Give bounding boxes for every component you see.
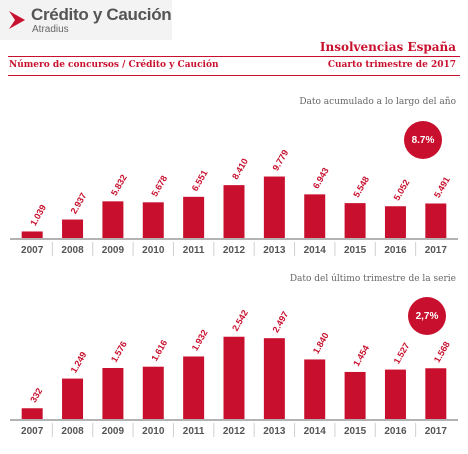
chart2-category-label: 2009 bbox=[102, 426, 125, 437]
title-rule bbox=[8, 56, 460, 57]
chart1-category-label: 2009 bbox=[102, 245, 125, 256]
chart1-bar-2017 bbox=[425, 203, 447, 238]
chart1-bar-2007 bbox=[21, 231, 43, 238]
chart2-growth-badge: 2,7% bbox=[408, 297, 446, 335]
chart2-bar-2017 bbox=[425, 368, 447, 419]
chart1-bar-2008 bbox=[62, 219, 84, 238]
chart1-category-label: 2014 bbox=[304, 245, 327, 256]
chart2-bar-2012 bbox=[223, 336, 245, 419]
chart1-bar-2014 bbox=[304, 194, 326, 238]
brand-logo-icon bbox=[9, 11, 25, 29]
chart1-category-label: 2008 bbox=[61, 245, 84, 256]
chart2-category-label: 2007 bbox=[21, 426, 44, 437]
chart2-category-label: 2013 bbox=[263, 426, 286, 437]
chart1-bar-2016 bbox=[384, 206, 406, 238]
chart1-category-label: 2015 bbox=[344, 245, 367, 256]
chart2-category-label: 2014 bbox=[304, 426, 327, 437]
chart2-category-label: 2010 bbox=[142, 426, 165, 437]
chart2-value-label: 1.454 bbox=[351, 343, 371, 368]
chart2-category-label: 2012 bbox=[223, 426, 246, 437]
chart1-category-label: 2013 bbox=[263, 245, 286, 256]
subtitle-period: Cuarto trimestre de 2017 bbox=[327, 60, 456, 70]
chart1-category-label: 2012 bbox=[223, 245, 246, 256]
chart1-title: Dato acumulado a lo largo del año bbox=[299, 97, 456, 107]
brand-name: Crédito y Caución bbox=[31, 5, 172, 24]
chart2-value-label: 1.568 bbox=[432, 340, 452, 365]
chart2-value-label: 1.576 bbox=[109, 339, 129, 364]
chart2-bar-2014 bbox=[304, 359, 326, 419]
chart1-bar-2012 bbox=[223, 185, 245, 238]
chart2-category-label: 2011 bbox=[183, 426, 205, 437]
chart2-bar-2011 bbox=[183, 356, 205, 419]
chart1-growth-badge: 8.7% bbox=[404, 121, 442, 159]
chart2-value-label: 1.527 bbox=[392, 341, 412, 366]
chart1-category-label: 2010 bbox=[142, 245, 165, 256]
chart1-bar-chart: 1.03920072.93720085.83220095.67820106.55… bbox=[10, 148, 458, 256]
chart1-bar-2015 bbox=[344, 203, 366, 238]
chart2-bar-2016 bbox=[384, 369, 406, 419]
chart2-value-label: 2.497 bbox=[270, 310, 290, 335]
report-title: Insolvencias España bbox=[319, 40, 456, 54]
chart2-bar-2009 bbox=[102, 367, 124, 419]
chart2-bar-2013 bbox=[263, 338, 285, 419]
chart1-category-label: 2016 bbox=[384, 245, 407, 256]
brand-sub: Atradius bbox=[32, 24, 69, 35]
chart1-bar-2013 bbox=[263, 176, 285, 238]
chart2-category-label: 2016 bbox=[384, 426, 407, 437]
chart2-bar-2007 bbox=[21, 408, 43, 419]
chart2-bar-2015 bbox=[344, 371, 366, 419]
chart1-bar-2009 bbox=[102, 201, 124, 238]
chart2-value-label: 1.932 bbox=[190, 328, 210, 353]
chart2-value-label: 1.616 bbox=[149, 338, 169, 363]
chart2-value-label: 332 bbox=[28, 386, 44, 404]
chart1-category-label: 2011 bbox=[183, 245, 205, 256]
chart1-bar-2011 bbox=[183, 196, 205, 238]
subtitle-source: Número de concursos / Crédito y Caución bbox=[9, 60, 219, 70]
brand-logo: Crédito y Caución Atradius bbox=[0, 0, 172, 40]
chart2-category-label: 2017 bbox=[425, 426, 448, 437]
chart2-bar-2010 bbox=[142, 366, 164, 419]
chart1-category-label: 2017 bbox=[425, 245, 448, 256]
chart2-category-label: 2015 bbox=[344, 426, 367, 437]
chart1-bar-2010 bbox=[142, 202, 164, 238]
chart2-value-label: 1.840 bbox=[311, 331, 331, 356]
chart2-category-label: 2008 bbox=[61, 426, 84, 437]
chart2-value-label: 2.542 bbox=[230, 308, 250, 333]
chart2-title: Dato del último trimestre de la serie bbox=[289, 274, 456, 284]
chart2-value-label: 1.249 bbox=[69, 350, 89, 375]
subtitle-rule bbox=[8, 75, 460, 76]
chart2-bar-2008 bbox=[62, 378, 84, 419]
chart1-category-label: 2007 bbox=[21, 245, 44, 256]
